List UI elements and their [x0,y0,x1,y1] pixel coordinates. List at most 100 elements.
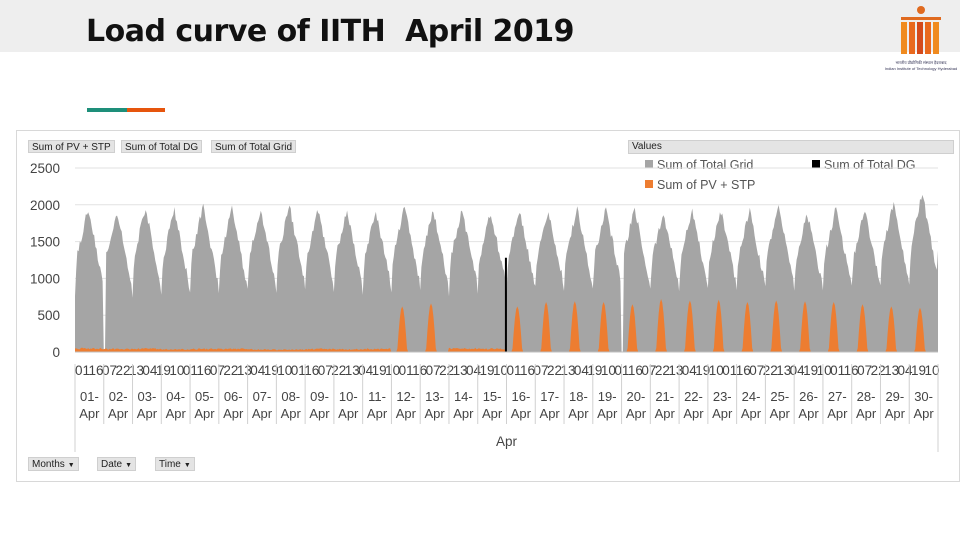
x-day-tick-month: Apr [137,406,158,421]
x-hour-tick-label: 10 [277,363,292,378]
x-hour-tick-label: 07 [533,363,548,378]
series-total-grid-area [75,194,938,352]
x-hour-tick-label: 16 [412,363,427,378]
x-day-tick-label: 30- [914,389,933,404]
x-hour-tick-label: 01 [399,363,414,378]
x-hour-tick-label: 10 [493,363,508,378]
x-day-tick-label: 18- [569,389,588,404]
x-day-tick-month: Apr [540,406,561,421]
x-hour-tick-label: 16 [88,363,103,378]
x-hour-tick-label: 10 [601,363,616,378]
x-day-tick-month: Apr [511,406,532,421]
x-day-tick-month: Apr [453,406,474,421]
x-day-tick-month: Apr [79,406,100,421]
filter-dropdown-icon[interactable]: ▼ [67,462,75,469]
x-day-tick-label: 29- [885,389,904,404]
x-day-tick-month: Apr [683,406,704,421]
x-day-tick-month: Apr [252,406,273,421]
legend-label-pv: Sum of PV + STP [657,178,756,192]
x-hour-tick-label: 01 [75,363,90,378]
x-hour-tick-label: 13 [884,363,899,378]
x-day-tick-label: 13- [425,389,444,404]
x-day-tick-month: Apr [223,406,244,421]
x-hour-tick-label: 22 [223,363,238,378]
field-button-pv-stp[interactable]: Sum of PV + STP [28,140,115,153]
filter-button-months[interactable]: Months ▼ [28,457,79,471]
legend-swatch-pv [645,180,653,188]
y-tick-label: 1000 [30,271,60,286]
x-hour-tick-label: 22 [439,363,454,378]
x-hour-tick-label: 19 [264,363,279,378]
x-day-tick-label: 08- [281,389,300,404]
iith-logo: भारतीय प्रौद्योगिकी संस्थान हैदराबाद Ind… [882,2,960,74]
filter-dropdown-icon[interactable]: ▼ [125,462,133,469]
x-day-tick-label: 02- [109,389,128,404]
x-hour-tick-label: 16 [736,363,751,378]
x-day-tick-label: 12- [396,389,415,404]
accent-bar-teal [87,108,127,112]
x-hour-tick-label: 07 [318,363,333,378]
x-day-tick-month: Apr [741,406,762,421]
x-hour-tick-label: 22 [547,363,562,378]
values-field-header[interactable]: Values [628,140,954,154]
x-day-tick-month: Apr [568,406,589,421]
x-hour-tick-label: 13 [453,363,468,378]
x-hour-tick-label: 04 [574,363,590,378]
x-day-tick-label: 05- [195,389,214,404]
filter-button-date[interactable]: Date ▼ [97,457,137,471]
x-day-tick-month: Apr [655,406,676,421]
x-day-tick-label: 07- [253,389,272,404]
x-hour-tick-label: 16 [628,363,643,378]
x-day-tick-month: Apr [626,406,647,421]
x-hour-tick-label: 07 [210,363,225,378]
x-hour-tick-label: 19 [372,363,387,378]
x-day-tick-month: Apr [281,406,302,421]
x-day-tick-label: 23- [713,389,732,404]
x-day-tick-month: Apr [166,406,187,421]
x-day-tick-month: Apr [827,406,848,421]
logo-text-hindi: भारतीय प्रौद्योगिकी संस्थान हैदराबाद [895,60,947,65]
x-day-tick-label: 03- [138,389,157,404]
x-hour-tick-label: 22 [331,363,346,378]
x-hour-tick-label: 07 [102,363,117,378]
x-day-tick-label: 26- [799,389,818,404]
x-day-tick-label: 11- [368,389,386,404]
x-hour-tick-label: 22 [871,363,886,378]
x-hour-tick-label: 19 [911,363,926,378]
dropdown-arrow-icon[interactable]: ▼ [183,462,191,469]
x-day-tick-label: 25- [770,389,789,404]
x-hour-tick-label: 01 [507,363,522,378]
x-day-tick-month: Apr [108,406,129,421]
x-day-tick-label: 19- [598,389,617,404]
y-tick-label: 2500 [30,161,60,176]
x-day-tick-label: 06- [224,389,243,404]
filter-label-date: Date [101,459,123,470]
x-day-tick-label: 04- [166,389,185,404]
x-day-tick-label: 27- [828,389,847,404]
x-hour-tick-label: 19 [587,363,602,378]
x-day-tick-month: Apr [482,406,503,421]
x-day-tick-month: Apr [367,406,388,421]
x-day-tick-label: 28- [857,389,876,404]
x-day-tick-month: Apr [396,406,417,421]
x-day-tick-month: Apr [770,406,791,421]
filter-button-time[interactable]: Time ▼ [155,457,195,471]
x-hour-tick-label: 19 [156,363,171,378]
y-tick-label: 500 [37,308,60,323]
x-day-tick-label: 16- [511,389,530,404]
filter-label-months: Months [32,459,65,470]
x-day-tick-month: Apr [424,406,445,421]
x-day-tick-month: Apr [712,406,733,421]
x-hour-tick-label: 16 [520,363,535,378]
x-hour-tick-label: 19 [695,363,710,378]
x-hour-tick-label: 16 [844,363,859,378]
x-day-tick-label: 09- [310,389,329,404]
x-day-tick-month: Apr [913,406,934,421]
x-hour-tick-label: 01 [722,363,737,378]
field-button-total-dg[interactable]: Sum of Total DG [121,140,203,153]
x-hour-tick-label: 22 [655,363,670,378]
field-button-total-grid[interactable]: Sum of Total Grid [211,140,297,153]
logo-text-english: Indian Institute of Technology Hyderabad [884,66,958,71]
x-hour-tick-label: 13 [345,363,360,378]
